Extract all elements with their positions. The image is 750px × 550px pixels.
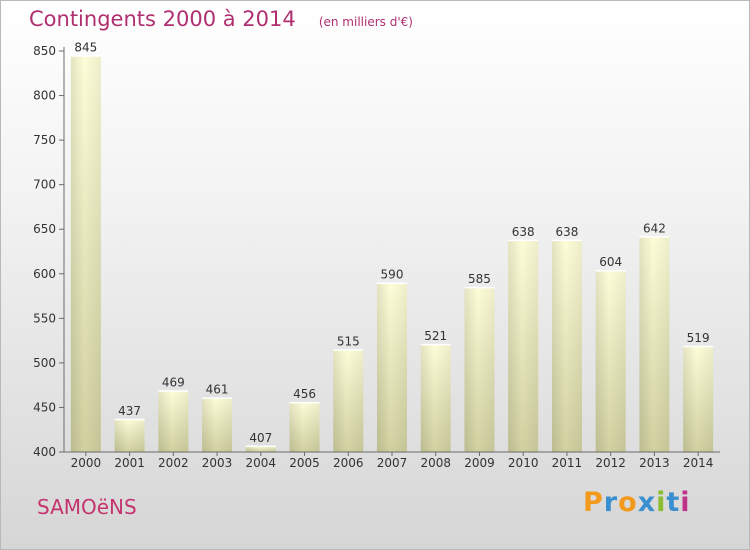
y-tick-label: 600 (33, 267, 56, 281)
y-tick-label: 500 (33, 356, 56, 370)
chart-title: Contingents 2000 à 2014 (en milliers d'€… (29, 7, 413, 31)
bar-shade-2007 (377, 282, 407, 452)
bar-value-label: 638 (555, 225, 578, 239)
bar-value-label: 456 (293, 387, 316, 401)
y-tick-label: 450 (33, 400, 56, 414)
logo-letter: P (583, 487, 604, 518)
bar-shade-2012 (595, 270, 626, 452)
x-tick-label: 2012 (595, 456, 626, 470)
x-tick-label: 2002 (158, 456, 189, 470)
bars: 845 437 469 461 407 456 515 590 521 585 638 638 604 6… (70, 40, 714, 452)
bar-value-label: 845 (74, 40, 97, 54)
chart-unit-label: (en milliers d'€) (318, 15, 413, 29)
x-tick-label: 2011 (552, 456, 583, 470)
bar-shade-2004 (245, 445, 276, 452)
bar-value-label: 437 (118, 404, 141, 418)
x-tick-label: 2000 (71, 456, 102, 470)
y-tick-label: 750 (33, 133, 56, 147)
bar-shade-2000 (70, 55, 101, 452)
bar-shade-2010 (508, 239, 539, 452)
logo-letter: t (666, 487, 681, 518)
y-tick-label: 700 (33, 178, 56, 192)
logo-letter: i (680, 487, 691, 518)
bar-shade-2003 (202, 397, 233, 452)
x-tick-label: 2006 (333, 456, 364, 470)
logo-letter: r (603, 487, 619, 518)
x-tick-label: 2007 (377, 456, 408, 470)
logo-letter: i (656, 487, 667, 518)
bar-shade-2014 (683, 345, 714, 452)
x-tick-label: 2008 (420, 456, 451, 470)
x-tick-label: 2004 (246, 456, 277, 470)
bar-shade-2006 (333, 349, 364, 452)
bar-value-label: 638 (512, 225, 535, 239)
x-tick-label: 2005 (289, 456, 320, 470)
bar-value-label: 461 (206, 383, 229, 397)
x-tick-label: 2003 (202, 456, 233, 470)
bar-value-label: 642 (643, 221, 666, 235)
bar-shade-2002 (158, 390, 189, 452)
bar-shade-2013 (639, 236, 670, 452)
y-tick-label: 550 (33, 311, 56, 325)
logo-letter: o (618, 487, 638, 518)
logo-letter: x (637, 487, 657, 518)
bar-shade-2001 (114, 419, 145, 452)
bar-value-label: 590 (381, 268, 404, 282)
y-tick-label: 650 (33, 222, 56, 236)
bar-value-label: 604 (599, 255, 622, 269)
bar-shade-2008 (420, 344, 451, 452)
y-tick-label: 800 (33, 89, 56, 103)
bar-value-label: 521 (424, 329, 447, 343)
x-axis: 2000 2001 2002 2003 2004 2005 2006 2007 2008 2009… (64, 451, 720, 470)
chart-title-text: Contingents 2000 à 2014 (29, 7, 296, 31)
x-tick-label: 2009 (464, 456, 495, 470)
commune-name: SAMOëNS (37, 495, 137, 519)
x-tick-label: 2013 (639, 456, 670, 470)
bar-value-label: 585 (468, 272, 491, 286)
bar-value-label: 469 (162, 376, 185, 390)
x-tick-label: 2001 (114, 456, 145, 470)
bar-shade-2011 (551, 239, 582, 452)
bar-value-label: 515 (337, 335, 360, 349)
bar-value-label: 407 (249, 431, 272, 445)
y-axis: 400 450 500 550 600 650 700 750 800 850 (33, 44, 65, 459)
proxiti-logo[interactable]: Proxiti (583, 487, 691, 518)
y-tick-label: 400 (33, 445, 56, 459)
bar-value-label: 519 (687, 331, 710, 345)
y-tick-label: 850 (33, 44, 56, 58)
bar-shade-2005 (289, 402, 320, 452)
x-tick-label: 2014 (683, 456, 714, 470)
x-tick-label: 2010 (508, 456, 539, 470)
bar-shade-2009 (464, 287, 495, 452)
